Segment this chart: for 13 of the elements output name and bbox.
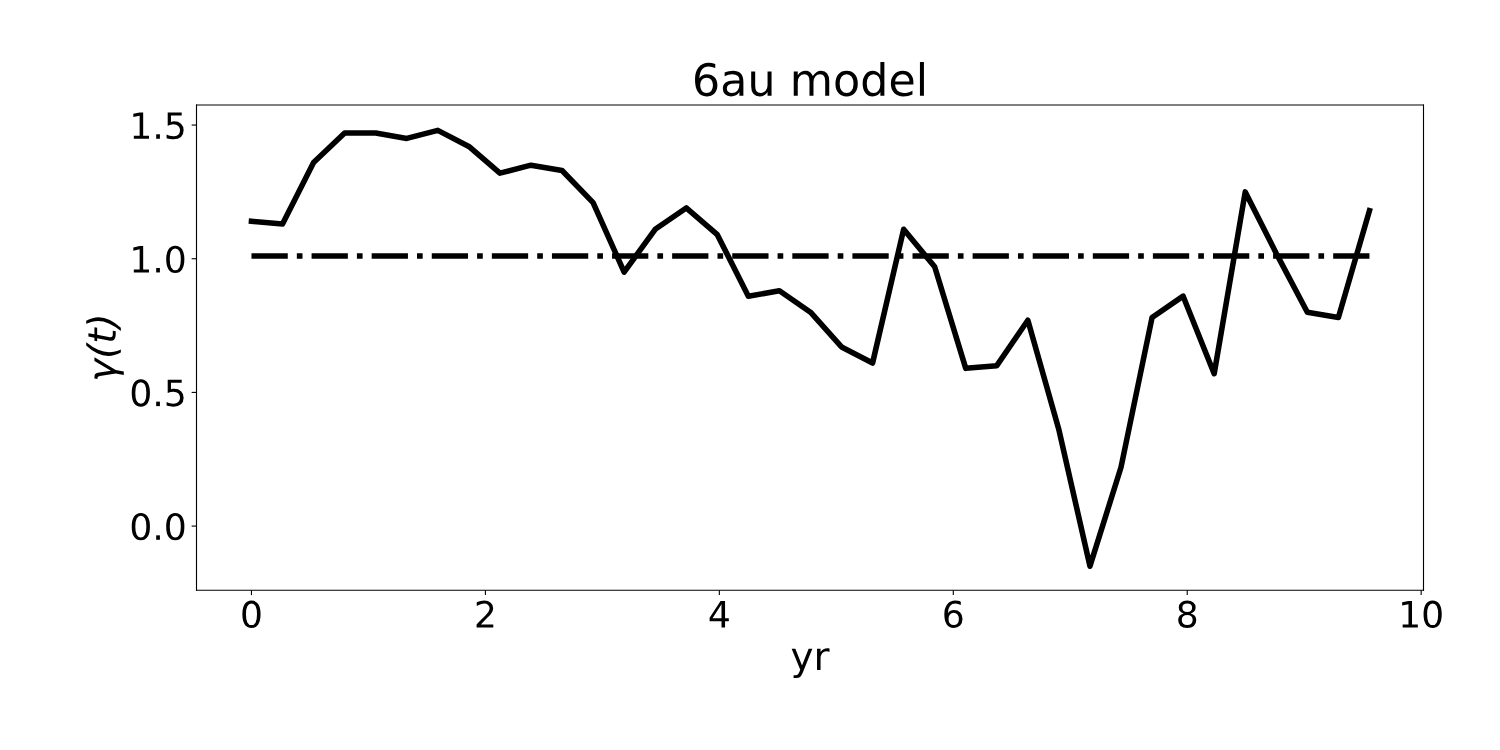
y-tick-label: 1.0 (133, 245, 185, 273)
x-tick-label: 10 (1402, 600, 1442, 628)
x-tick-label: 2 (476, 600, 494, 628)
y-tick-label: 1.5 (133, 112, 184, 140)
y-axis-title: γ(t) (86, 317, 124, 380)
x-tick-label: 6 (944, 600, 963, 628)
x-tick-label: 8 (1178, 600, 1197, 628)
y-tick-label: 0.0 (131, 513, 185, 541)
x-tick-label: 4 (709, 601, 729, 628)
chart-title: 6au model (695, 61, 924, 97)
x-tick-label: 0 (242, 600, 261, 628)
x-axis-title: yr (791, 648, 830, 679)
y-tick-label: 0.5 (131, 379, 184, 407)
